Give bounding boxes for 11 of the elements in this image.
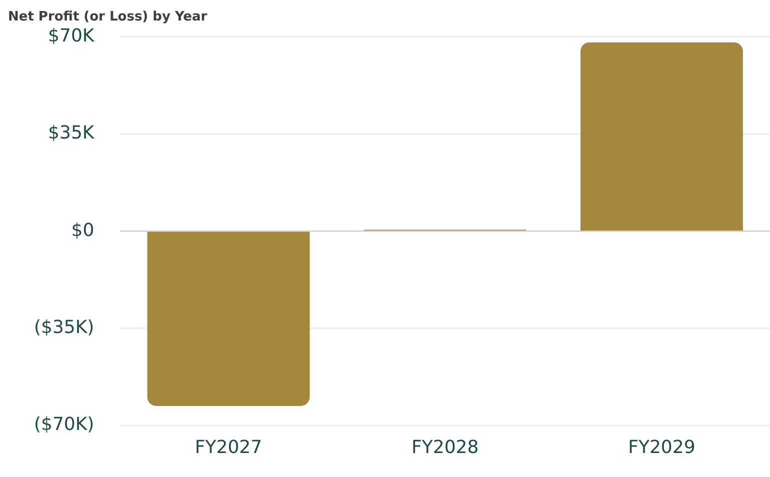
y-tick-label: $35K (48, 122, 96, 144)
y-tick-label: ($35K) (34, 316, 94, 338)
y-tick-label: $70K (48, 25, 96, 46)
bar (580, 42, 743, 230)
y-tick-label: $0 (71, 220, 94, 241)
chart-title: Net Profit (or Loss) by Year (8, 9, 208, 24)
x-tick-label: FY2027 (194, 436, 262, 458)
x-tick-label: FY2028 (412, 436, 479, 458)
x-tick-label: FY2029 (628, 436, 696, 458)
bar (147, 232, 310, 406)
y-tick-label: ($70K) (34, 414, 94, 436)
